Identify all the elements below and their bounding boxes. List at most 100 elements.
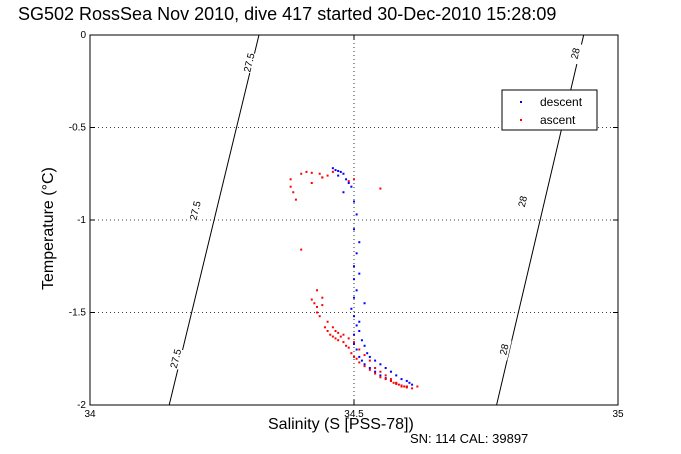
contour-line <box>168 34 260 406</box>
contour-label-group: 28 <box>514 190 530 213</box>
descent-point <box>358 320 361 323</box>
descent-point <box>355 289 358 292</box>
ascent-point <box>337 331 340 334</box>
ascent-point <box>374 367 377 369</box>
ascent-point <box>358 348 361 351</box>
contour-label-group: 27.5 <box>241 51 258 74</box>
descent-point <box>337 169 340 172</box>
legend-marker-ascent <box>520 119 522 121</box>
descent-point <box>358 272 361 275</box>
descent-point <box>353 315 355 318</box>
y-tick-label: -1 <box>77 215 86 226</box>
descent-point <box>358 355 361 358</box>
ascent-point <box>323 326 326 329</box>
descent-point <box>342 172 345 175</box>
descent-point <box>389 370 392 373</box>
ascent-point <box>318 172 321 175</box>
ascent-point <box>310 171 313 174</box>
ascent-point <box>316 289 319 292</box>
ascent-point <box>353 341 355 344</box>
descent-point <box>345 178 348 181</box>
ascent-point <box>347 180 350 183</box>
ascent-point <box>313 302 316 305</box>
ascent-point <box>392 381 395 384</box>
descent-point <box>360 339 363 342</box>
descent-point <box>374 359 377 362</box>
descent-point <box>363 363 366 366</box>
ascent-point <box>321 176 324 179</box>
descent-point <box>368 355 371 358</box>
ascent-point <box>294 198 297 201</box>
descent-point <box>339 170 342 173</box>
ascent-point <box>363 354 366 357</box>
ascent-point <box>337 339 340 342</box>
legend: descent ascent <box>501 89 598 131</box>
y-tick-label: 0 <box>80 30 86 41</box>
descent-point <box>411 383 414 386</box>
ascent-point <box>321 296 324 299</box>
contour-label-group: 28 <box>567 42 583 65</box>
ascent-point <box>374 372 377 375</box>
ascent-point <box>363 365 366 368</box>
descent-point <box>350 307 353 310</box>
data-points <box>289 167 419 390</box>
ascent-point <box>321 304 324 307</box>
descent-point <box>353 228 355 231</box>
contour-label: 28 <box>570 47 583 61</box>
descent-point <box>384 367 387 369</box>
descent-point <box>379 374 382 377</box>
x-tick-label: 34 <box>84 409 96 420</box>
ascent-point <box>300 172 303 175</box>
ascent-point <box>310 298 313 301</box>
descent-point <box>363 302 366 305</box>
ascent-point <box>334 330 337 332</box>
ascent-point <box>331 335 334 338</box>
ascent-point <box>339 335 342 338</box>
ascent-point <box>316 305 319 308</box>
descent-point <box>405 379 408 382</box>
descent-point <box>342 191 345 194</box>
legend-marker-descent <box>520 101 522 103</box>
ascent-point <box>326 320 329 323</box>
ascent-point <box>289 185 292 188</box>
descent-point <box>353 333 355 336</box>
descent-point <box>353 296 355 299</box>
contour-label-bg <box>496 338 512 361</box>
ascent-point <box>342 341 345 344</box>
legend-box <box>501 89 598 131</box>
descent-point <box>337 174 340 177</box>
y-tick-label: -2 <box>77 400 86 411</box>
x-axis-label: Salinity (S [PSS-78]) <box>268 416 414 433</box>
ascent-point <box>347 346 350 349</box>
contour-label: 27.5 <box>169 348 184 370</box>
ascent-point <box>403 385 406 388</box>
x-tick-label: 34.5 <box>344 409 364 420</box>
descent-point <box>363 344 366 347</box>
ascent-point <box>379 376 382 379</box>
density-contours: 27.5 27.5 27.5 28 28 28 <box>167 34 585 406</box>
ascent-point <box>342 333 345 336</box>
ascent-point <box>334 337 337 340</box>
ascent-point <box>353 355 355 358</box>
ascent-point <box>329 333 332 336</box>
axis-ticks: 34 34.5 35 0 -0.5 -1 -1.5 -2 <box>69 30 624 420</box>
ascent-point <box>389 379 392 382</box>
descent-point <box>355 324 358 327</box>
descent-point <box>353 265 355 268</box>
contour-label-bg <box>167 347 184 370</box>
contour-label: 27.5 <box>242 52 257 74</box>
contour-label-group: 27.5 <box>187 199 204 222</box>
ascent-point <box>379 187 382 190</box>
descent-point <box>366 352 369 355</box>
descent-point <box>355 252 358 255</box>
descent-point <box>395 374 398 377</box>
descent-point <box>379 363 382 366</box>
ascent-point <box>368 359 371 362</box>
ascent-point <box>355 357 358 360</box>
contour-label: 28 <box>498 343 511 357</box>
descent-point <box>400 378 403 381</box>
ascent-point <box>384 378 387 381</box>
descent-point <box>408 381 411 384</box>
y-tick-label: -1.5 <box>69 308 87 319</box>
y-tick-label: -0.5 <box>69 123 87 134</box>
